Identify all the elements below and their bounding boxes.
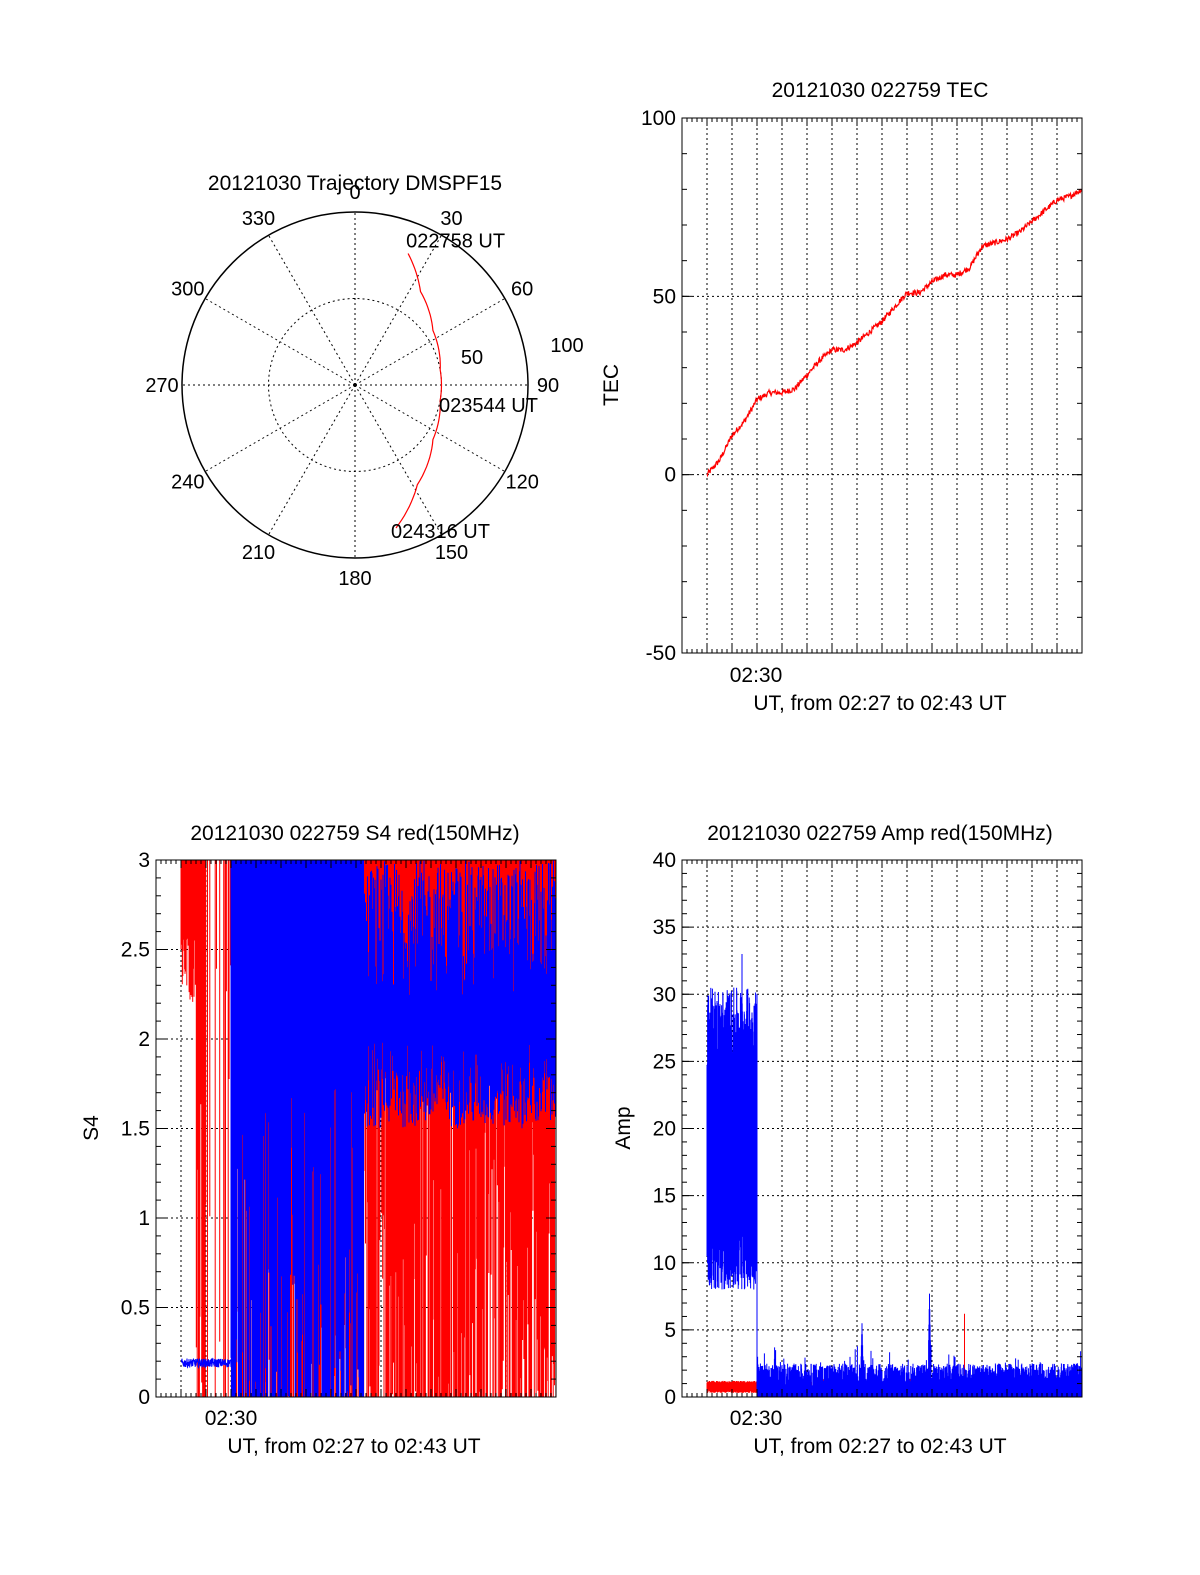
tec-ticks: -50 0 50 100	[641, 107, 1083, 665]
trajectory-annotations: 022758 UT 023544 UT 024316 UT	[391, 230, 538, 543]
y-tick-label: 5	[664, 1319, 676, 1342]
y-tick-label: 15	[653, 1185, 676, 1208]
polar-azimuth-label: 60	[511, 279, 533, 301]
y-tick-label: 40	[653, 849, 676, 872]
tec-grid	[682, 118, 1082, 653]
trajectory-panel: 20121030 Trajectory DMSPF15 0 30 60 90 120 15…	[145, 172, 583, 590]
y-tick-label: 0	[138, 1386, 150, 1409]
tec-ylabel: TEC	[600, 364, 623, 406]
s4-title: 20121030 022759 S4 red(150MHz)	[190, 822, 519, 845]
tec-xlabel: UT, from 02:27 to 02:43 UT	[753, 692, 1006, 715]
y-tick-label: 1	[138, 1207, 150, 1230]
y-tick-label: 3	[138, 849, 150, 872]
amp-blue-early-series	[706, 954, 758, 1290]
amp-xtick-label: 02:30	[730, 1407, 783, 1430]
y-tick-label: 10	[653, 1252, 676, 1275]
polar-azimuth-label: 150	[435, 542, 468, 564]
trajectory-annotation: 024316 UT	[391, 521, 490, 543]
polar-spoke	[268, 384, 356, 536]
polar-azimuth-label: 210	[242, 542, 275, 564]
y-tick-label: 0	[664, 1386, 676, 1409]
polar-azimuth-label: 300	[171, 279, 204, 301]
trajectory-track	[395, 253, 443, 529]
y-tick-label: 2.5	[121, 939, 150, 962]
trajectory-title: 20121030 Trajectory DMSPF15	[208, 172, 502, 195]
amp-ylabel: Amp	[612, 1106, 635, 1149]
tec-title: 20121030 022759 TEC	[772, 79, 989, 102]
tec-xtick-label: 02:30	[730, 664, 783, 687]
y-tick-label: 100	[641, 107, 676, 130]
amp-red-early-series	[706, 1380, 758, 1393]
polar-azimuth-labels: 0 30 60 90 120 150 180 210 240 270 300 330	[145, 182, 559, 590]
s4-ylabel: S4	[80, 1115, 103, 1141]
y-tick-label: 25	[653, 1050, 676, 1073]
y-tick-label: 2	[138, 1028, 150, 1051]
y-tick-label: 0.5	[121, 1297, 150, 1320]
y-tick-label: 30	[653, 983, 676, 1006]
polar-spoke	[354, 384, 506, 472]
s4-series	[180, 860, 557, 1397]
amp-xlabel: UT, from 02:27 to 02:43 UT	[753, 1435, 1006, 1458]
polar-spoke	[354, 384, 442, 536]
amp-series	[706, 954, 1083, 1397]
polar-spoke	[204, 298, 356, 386]
y-tick-label: 35	[653, 916, 676, 939]
s4-blue-series	[230, 860, 557, 1397]
polar-azimuth-label: 30	[440, 208, 462, 230]
polar-azimuth-label: 180	[338, 568, 371, 590]
y-tick-label: -50	[646, 642, 676, 665]
polar-radial-label: 50	[461, 347, 483, 369]
amp-blue-late-series	[756, 994, 1083, 1397]
polar-azimuth-label: 240	[171, 472, 204, 494]
tec-series-line	[706, 188, 1083, 478]
polar-spoke	[354, 234, 442, 386]
s4-panel: 20121030 022759 S4 red(150MHz) 0 0.5 1 1.5 2…	[80, 822, 557, 1458]
polar-grid	[181, 211, 529, 559]
trajectory-annotation: 023544 UT	[439, 395, 538, 417]
polar-azimuth-label: 270	[145, 375, 178, 397]
polar-outer-ring	[181, 211, 529, 559]
polar-azimuth-label: 90	[537, 375, 559, 397]
polar-spoke	[354, 298, 506, 386]
s4-blue-low-series	[180, 1357, 232, 1369]
polar-azimuth-label: 120	[505, 472, 538, 494]
y-tick-label: 1.5	[121, 1118, 150, 1141]
polar-azimuth-label: 0	[349, 182, 360, 204]
polar-spoke	[204, 384, 356, 472]
y-tick-label: 50	[653, 285, 676, 308]
s4-xlabel: UT, from 02:27 to 02:43 UT	[227, 1435, 480, 1458]
s4-ticks: 0 0.5 1 1.5 2 2.5 3	[121, 849, 557, 1409]
amp-title: 20121030 022759 Amp red(150MHz)	[707, 822, 1053, 845]
y-tick-label: 0	[664, 464, 676, 487]
polar-radial-label: 100	[550, 335, 583, 357]
polar-azimuth-label: 330	[242, 208, 275, 230]
amp-ticks: 0 5 10 15 20 25 30 35 40	[653, 849, 1083, 1409]
polar-radial-labels: 50 100	[461, 335, 584, 369]
y-tick-label: 20	[653, 1118, 676, 1141]
s4-xtick-label: 02:30	[205, 1407, 258, 1430]
trajectory-annotation: 022758 UT	[406, 230, 505, 252]
amp-panel: 20121030 022759 Amp red(150MHz) 0 5 10 15 20…	[612, 822, 1083, 1458]
polar-spoke	[268, 234, 356, 386]
